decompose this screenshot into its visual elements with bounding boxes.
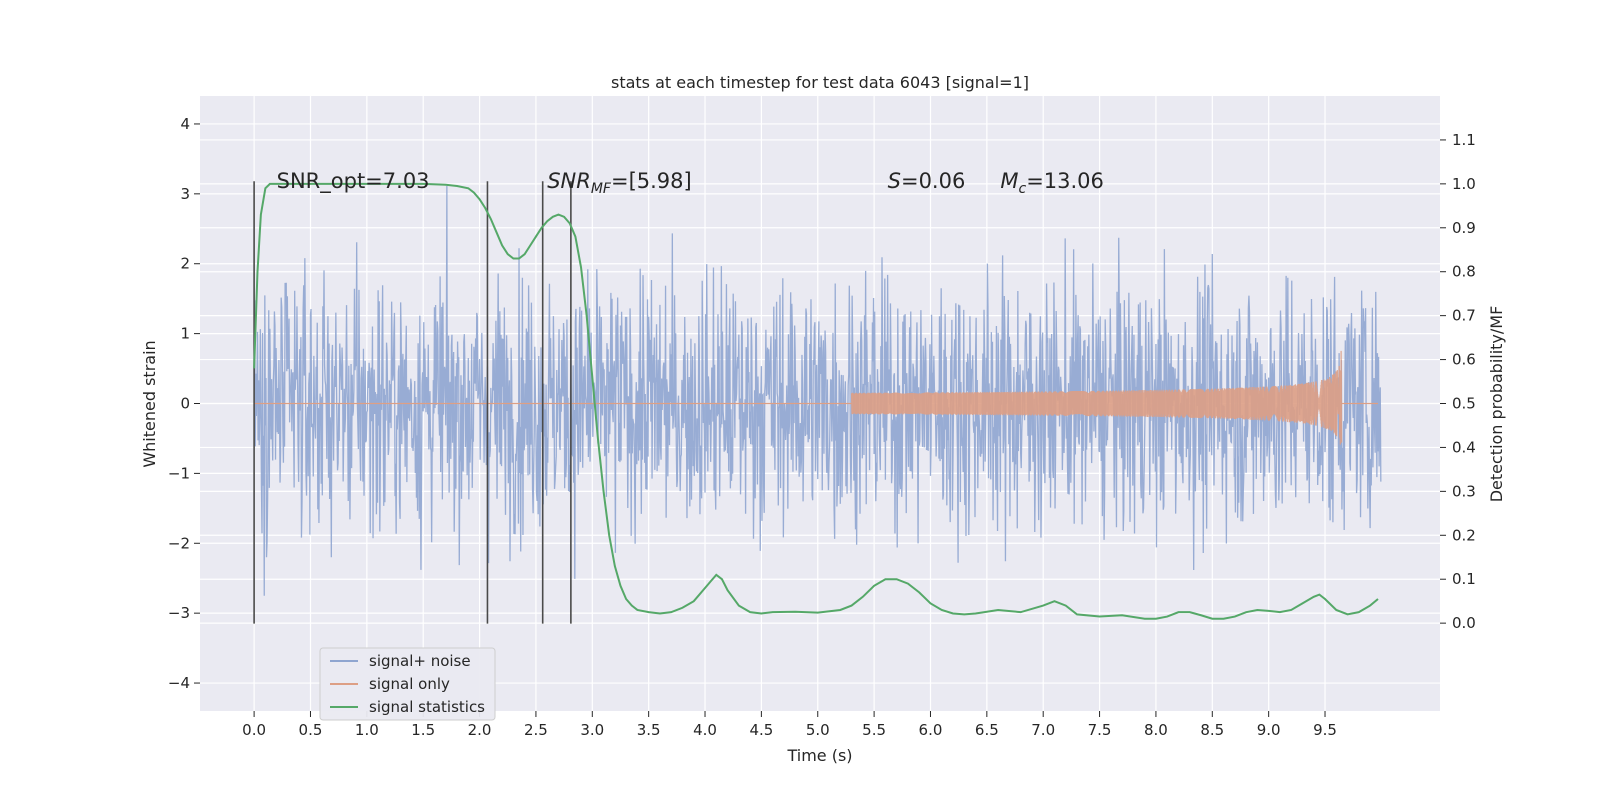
- y-tick-label: −3: [168, 604, 190, 622]
- y-tick-label: −4: [168, 674, 190, 692]
- x-tick-label: 0.5: [299, 721, 323, 739]
- y-right-tick-label: 0.5: [1452, 395, 1476, 413]
- y-tick-label: −2: [168, 534, 190, 552]
- x-tick-label: 6.5: [975, 721, 999, 739]
- x-tick-label: 2.5: [524, 721, 548, 739]
- x-tick-label: 1.0: [355, 721, 379, 739]
- y-right-tick-label: 0.9: [1452, 219, 1476, 237]
- y-axis-label-right: Detection probability/MF: [1487, 306, 1506, 503]
- y-right-tick-label: 0.7: [1452, 307, 1476, 325]
- legend-label-signal-noise: signal+ noise: [369, 652, 471, 670]
- annotation: Mc=13.06: [1000, 169, 1104, 197]
- annotations: SNR_opt=7.03 SNRMF=[5.98] S=0.06 Mc=13.06: [277, 169, 1104, 197]
- x-tick-label: 9.0: [1257, 721, 1281, 739]
- x-tick-label: 8.0: [1144, 721, 1168, 739]
- x-tick-label: 3.0: [580, 721, 604, 739]
- x-tick-label: 1.5: [411, 721, 435, 739]
- y-right-tick-label: 1.0: [1452, 175, 1476, 193]
- series-signal-only: [850, 350, 1343, 445]
- y-right-tick-label: 0.3: [1452, 482, 1476, 500]
- x-tick-label: 2.0: [468, 721, 492, 739]
- y-right-tick-label: 0.1: [1452, 570, 1476, 588]
- series-signal-statistics: [253, 182, 1379, 620]
- y-right-tick-label: 0.8: [1452, 263, 1476, 281]
- annotation: SNR_opt=7.03: [277, 169, 430, 194]
- x-axis-label: Time (s): [786, 746, 852, 765]
- x-tick-label: 4.5: [749, 721, 773, 739]
- x-tick-label: 6.0: [919, 721, 943, 739]
- legend: signal+ noise signal only signal statist…: [319, 647, 496, 721]
- legend-box: [319, 647, 496, 721]
- y-right-tick-label: 0.6: [1452, 351, 1476, 369]
- annotation: SNRMF=[5.98]: [547, 169, 692, 197]
- x-tick-label: 8.5: [1200, 721, 1224, 739]
- x-tick-label: 0.0: [242, 721, 266, 739]
- x-tick-label: 5.0: [806, 721, 830, 739]
- y-axis-label: Whitened strain: [140, 340, 159, 467]
- y-tick-label: 1: [180, 325, 190, 343]
- plot-area: [253, 181, 1382, 624]
- y-tick-label: 0: [180, 395, 190, 413]
- x-tick-label: 7.5: [1088, 721, 1112, 739]
- y-right-tick-label: 0.0: [1452, 614, 1476, 632]
- y-tick-label: 2: [180, 255, 190, 273]
- y-tick-label: −1: [168, 464, 190, 482]
- x-tick-label: 4.0: [693, 721, 717, 739]
- annotation: S=0.06: [888, 169, 966, 193]
- y-tick-label: 4: [180, 115, 190, 133]
- x-tick-label: 7.0: [1031, 721, 1055, 739]
- x-tick-label: 3.5: [637, 721, 661, 739]
- y-right-tick-label: 0.2: [1452, 526, 1476, 544]
- y-right-tick-label: 1.1: [1452, 131, 1476, 149]
- y-right-tick-label: 0.4: [1452, 438, 1476, 456]
- legend-label-signal-only: signal only: [369, 675, 450, 693]
- legend-label-signal-statistics: signal statistics: [369, 698, 485, 716]
- series-signal-noise: [253, 186, 1382, 596]
- chart-title: stats at each timestep for test data 604…: [611, 73, 1029, 92]
- y-tick-label: 3: [180, 185, 190, 203]
- axes: 4 3 2 1 0 −1 −2 −3 −4 1.1 1.0 0.9 0.8 0.7 0.6 0.5 0.4 0.3…: [168, 115, 1476, 739]
- x-tick-label: 9.5: [1313, 721, 1337, 739]
- x-tick-label: 5.5: [862, 721, 886, 739]
